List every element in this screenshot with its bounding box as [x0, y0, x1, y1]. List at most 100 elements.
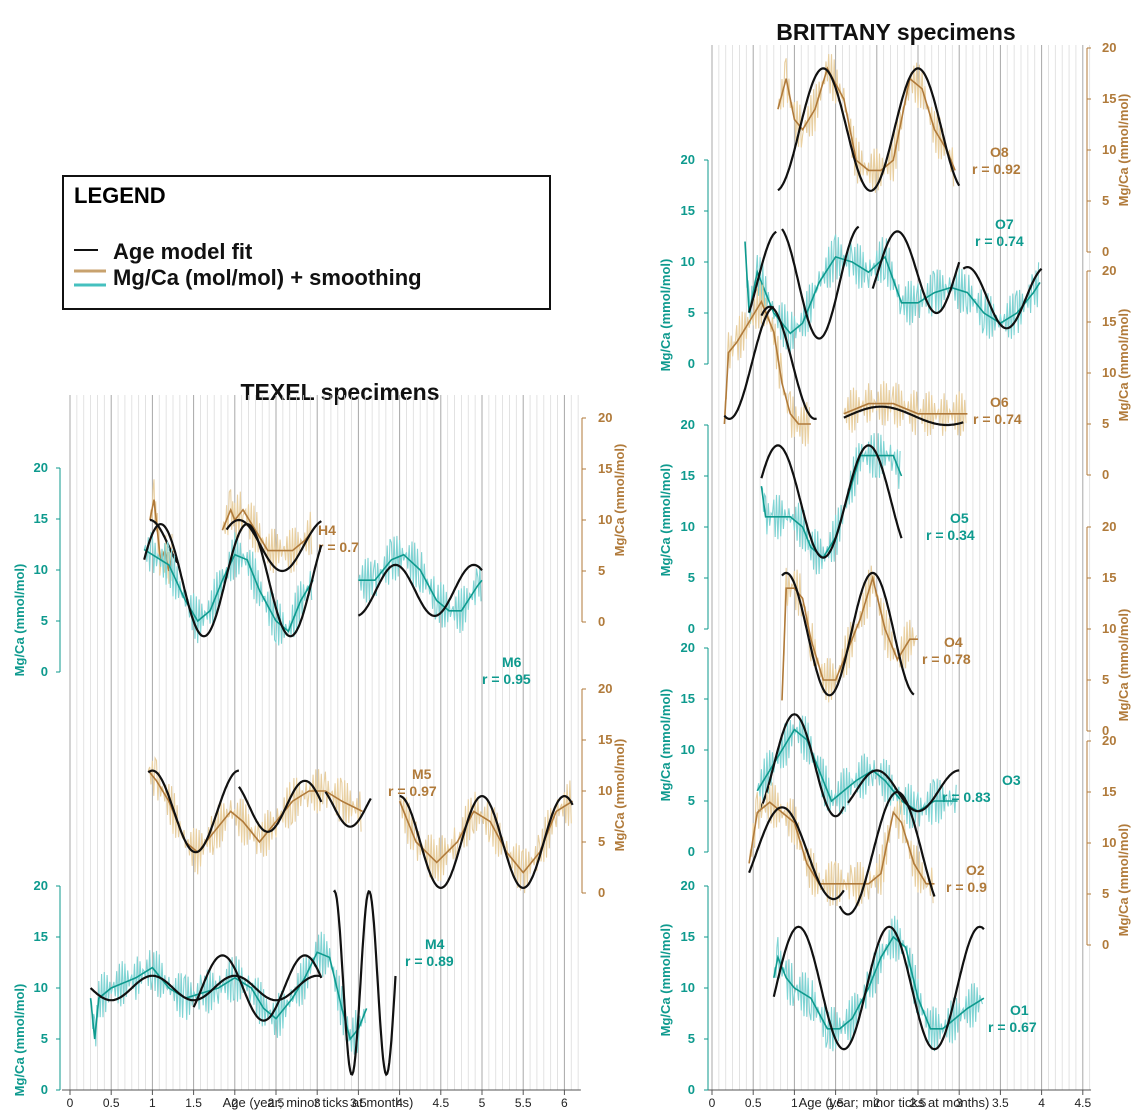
y-tick-label: 20	[681, 640, 695, 655]
fit-curve-o7	[871, 230, 961, 315]
y-tick-label: 20	[1102, 733, 1116, 748]
y-axis-label: Mg/Ca (mmol/mol)	[1116, 609, 1131, 722]
y-tick-label: 0	[41, 1082, 48, 1097]
y-tick-label: 10	[1102, 142, 1116, 157]
specimen-label-o5: O5	[950, 510, 969, 526]
correlation-label-m4: r = 0.89	[405, 953, 454, 969]
correlation-label-m5: r = 0.97	[388, 783, 437, 799]
x-tick-label: 2	[231, 1096, 238, 1110]
y-tick-label: 10	[1102, 621, 1116, 636]
y-tick-label: 15	[598, 461, 612, 476]
y-tick-label: 20	[681, 417, 695, 432]
x-tick-label: 1.5	[185, 1096, 202, 1110]
fit-curve-o5	[760, 444, 903, 559]
texel-panel: 0 0.5 1 1.5 2 2.5 3 3.5 4 4.5 5 5.5 6 Age (year; mino…	[12, 395, 627, 1110]
y-tick-label: 10	[681, 254, 695, 269]
y-tick-label: 0	[688, 356, 695, 371]
y-tick-label: 5	[598, 834, 605, 849]
raw-trace-o2	[748, 782, 934, 907]
raw-trace-o5	[760, 433, 901, 575]
y-tick-label: 15	[1102, 314, 1116, 329]
raw-trace-o8	[777, 53, 955, 193]
x-axis-label: Age (year; minor ticks at months)	[223, 1095, 414, 1110]
x-tick-label: 3.5	[350, 1096, 367, 1110]
x-tick-label: 5	[479, 1096, 486, 1110]
y-axis-o7: 0 5 10 15 20 Mg/Ca (mmol/mol)	[658, 152, 709, 371]
y-tick-label: 10	[598, 512, 612, 527]
x-tick-label: 1	[149, 1096, 156, 1110]
specimen-label-m6: M6	[502, 654, 522, 670]
x-tick-label: 4	[396, 1096, 403, 1110]
correlation-label-o5: r = 0.34	[926, 527, 975, 543]
smoothed-line-m4	[89, 951, 368, 1041]
fit-curve-m4	[89, 974, 322, 1002]
x-tick-label: 2.5	[268, 1096, 285, 1110]
correlation-label-h4: r = 0.7	[318, 539, 359, 555]
y-tick-label: 0	[1102, 467, 1109, 482]
y-tick-label: 5	[1102, 416, 1109, 431]
smoothed-line-o1	[773, 935, 985, 1030]
y-tick-label: 15	[1102, 91, 1116, 106]
smoothed-line-h4	[221, 507, 314, 552]
y-axis-label: Mg/Ca (mmol/mol)	[1116, 824, 1131, 937]
legend-fit-label: Age model fit	[113, 239, 253, 264]
fit-curve-m6	[357, 563, 483, 618]
y-tick-label: 0	[598, 885, 605, 900]
x-tick-label: 3	[956, 1096, 963, 1110]
y-tick-label: 15	[34, 929, 48, 944]
fit-curve-m5	[324, 791, 372, 828]
fit-curve-o3	[847, 769, 960, 813]
y-tick-label: 5	[688, 793, 695, 808]
y-tick-label: 10	[598, 783, 612, 798]
y-tick-label: 15	[681, 929, 695, 944]
y-tick-label: 10	[1102, 835, 1116, 850]
fit-curve-o1	[772, 925, 985, 1051]
x-tick-label: 3	[314, 1096, 321, 1110]
fit-curve-m4	[192, 954, 323, 1022]
x-tick-label: 4.5	[432, 1096, 449, 1110]
specimen-label-o8: O8	[990, 144, 1009, 160]
smoothed-line-o6	[723, 299, 811, 425]
legend-title: LEGEND	[74, 183, 166, 208]
y-axis-m4: 0 5 10 15 20 Mg/Ca (mmol/mol)	[12, 878, 61, 1097]
correlation-label-o2: r = 0.9	[946, 879, 987, 895]
y-axis-o1: 0 5 10 15 20 Mg/Ca (mmol/mol)	[658, 878, 709, 1097]
y-tick-label: 20	[598, 410, 612, 425]
y-axis-label: Mg/Ca (mmol/mol)	[1116, 309, 1131, 422]
y-tick-label: 15	[681, 203, 695, 218]
fit-curve-o7	[748, 230, 777, 313]
raw-trace-o1	[773, 915, 984, 1052]
legend-data-label: Mg/Ca (mol/mol) + smoothing	[113, 265, 422, 290]
correlation-label-o4: r = 0.78	[922, 651, 971, 667]
y-axis-o2: 0 5 10 15 20 Mg/Ca (mmol/mol)	[1086, 733, 1131, 952]
raw-trace-m5	[147, 756, 362, 875]
y-tick-label: 0	[1102, 723, 1109, 738]
correlation-label-o1: r = 0.67	[988, 1019, 1037, 1035]
y-tick-label: 10	[681, 980, 695, 995]
y-axis-o3: 0 5 10 15 20 Mg/Ca (mmol/mol)	[658, 640, 709, 859]
x-axis-label: Age (year; minor ticks at months)	[799, 1095, 990, 1110]
y-tick-label: 10	[34, 562, 48, 577]
fit-curve-m5	[399, 794, 574, 890]
x-tick-label: 3.5	[992, 1096, 1009, 1110]
y-tick-label: 20	[1102, 40, 1116, 55]
y-axis-o5: 0 5 10 15 20 Mg/Ca (mmol/mol)	[658, 417, 709, 636]
y-tick-label: 10	[1102, 365, 1116, 380]
smoothed-line-o8	[777, 66, 956, 172]
x-tick-label: 1.5	[827, 1096, 844, 1110]
y-tick-label: 20	[1102, 519, 1116, 534]
x-tick-label: 0	[67, 1096, 74, 1110]
y-axis-o4: 0 5 10 15 20 Mg/Ca (mmol/mol)	[1086, 519, 1131, 738]
y-tick-label: 0	[598, 614, 605, 629]
y-tick-label: 5	[688, 1031, 695, 1046]
y-tick-label: 20	[34, 878, 48, 893]
fit-curve-m4	[332, 889, 397, 1077]
fit-curve-h4	[149, 518, 179, 564]
legend: LEGEND Age model fit Mg/Ca (mol/mol) + s…	[62, 175, 551, 310]
specimen-label-h4: H4	[318, 522, 336, 538]
x-tick-label: 0	[709, 1096, 716, 1110]
fit-curve-o2	[838, 790, 936, 916]
y-tick-label: 5	[1102, 886, 1109, 901]
y-tick-label: 5	[41, 1031, 48, 1046]
